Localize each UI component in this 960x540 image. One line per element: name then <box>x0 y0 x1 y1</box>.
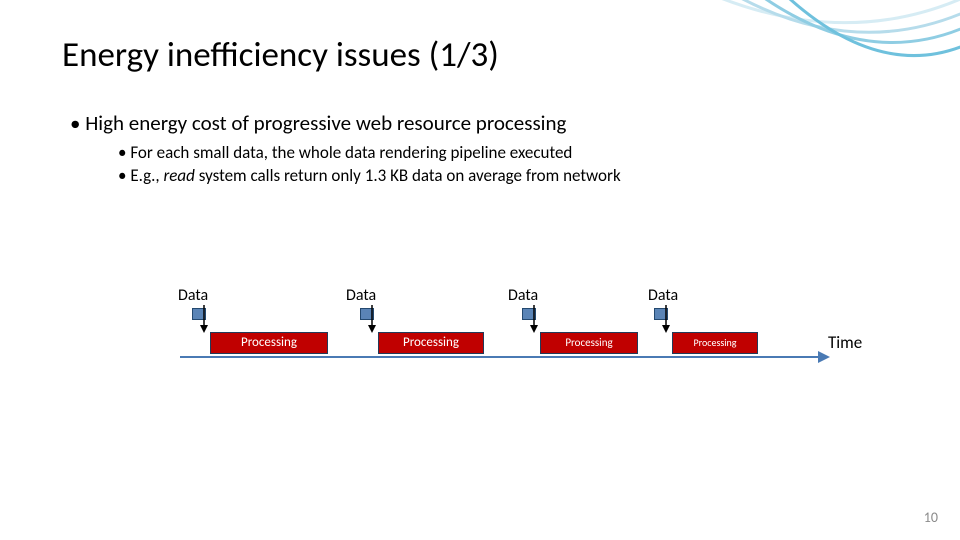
time-axis-label: Time <box>828 332 862 353</box>
processing-box: Processing <box>210 332 328 354</box>
data-label: Data <box>648 286 678 305</box>
down-arrow-icon <box>367 305 377 335</box>
pipeline-diagram: Time Data Processing Data Processing Data Pro… <box>0 0 960 540</box>
data-label: Data <box>346 286 376 305</box>
data-label: Data <box>178 286 208 305</box>
processing-box: Processing <box>378 332 484 354</box>
slide: Energy inefficiency issues (1/3) High en… <box>0 0 960 540</box>
processing-box: Processing <box>540 332 638 354</box>
down-arrow-icon <box>529 305 539 335</box>
down-arrow-icon <box>661 305 671 335</box>
processing-box: Processing <box>672 332 758 354</box>
page-number: 10 <box>924 509 938 526</box>
data-label: Data <box>508 286 538 305</box>
down-arrow-icon <box>199 305 209 335</box>
timeline-axis <box>180 356 820 358</box>
